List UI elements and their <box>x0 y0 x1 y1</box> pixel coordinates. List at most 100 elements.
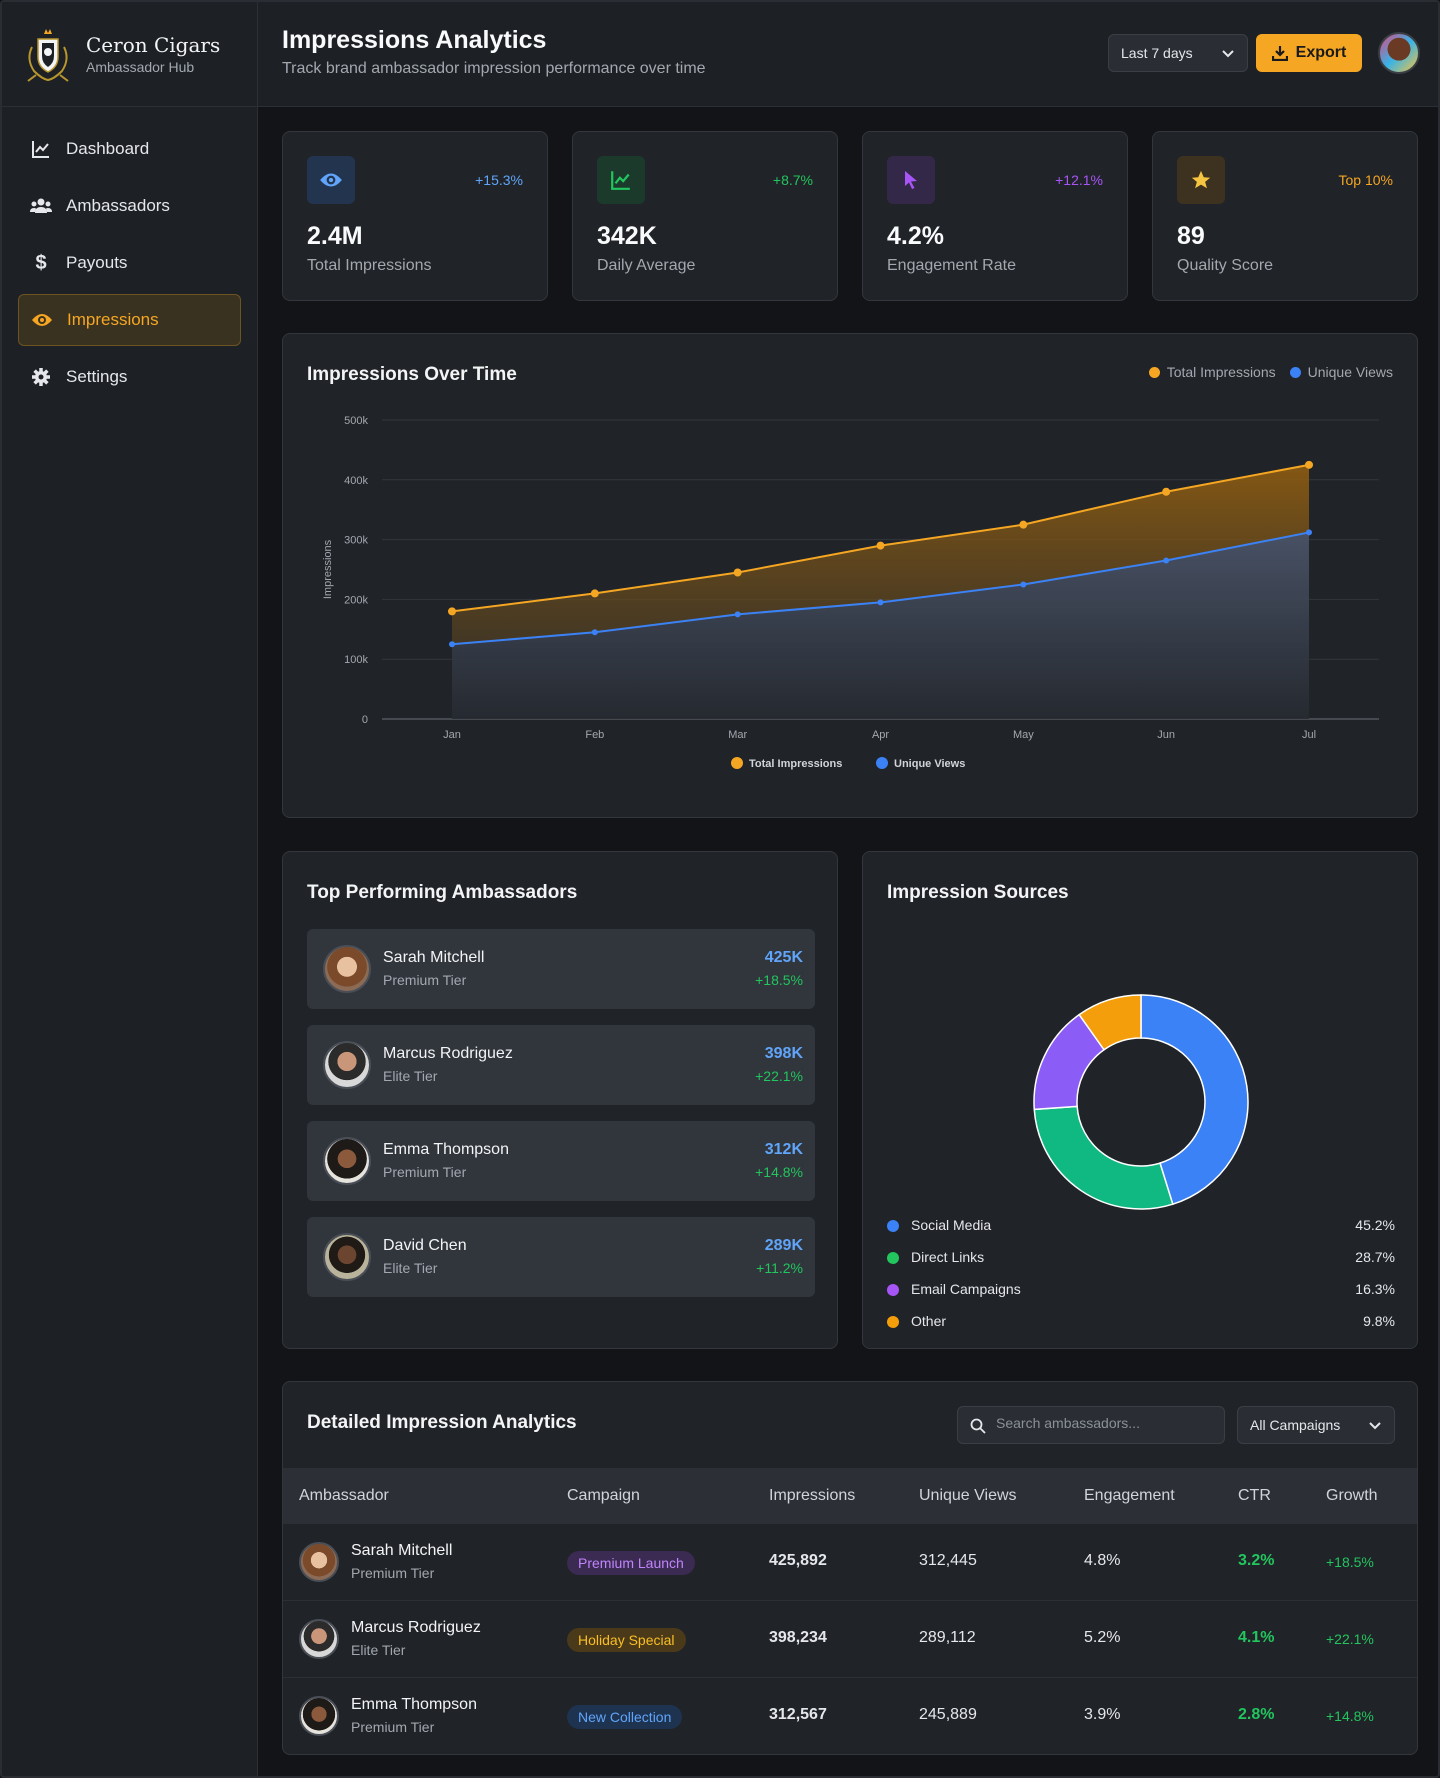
legend-dot <box>887 1284 899 1296</box>
ambassador-tier: Elite Tier <box>383 1068 438 1084</box>
list-item[interactable]: David Chen Elite Tier 289K +11.2% <box>307 1217 815 1297</box>
ctr-cell: 2.8% <box>1238 1706 1275 1723</box>
sidebar-item-label: Ambassadors <box>66 196 170 215</box>
point-unique-views <box>1020 581 1027 588</box>
campaign-badge: New Collection <box>567 1705 683 1729</box>
column-header[interactable]: Impressions <box>769 1487 856 1504</box>
point-total-impressions <box>590 589 599 598</box>
detailed-analytics-card: Detailed Impression Analytics All Campai… <box>282 1381 1418 1755</box>
chart-legend-top: Total Impressions Unique Views <box>1148 364 1393 380</box>
table-row[interactable]: Sarah Mitchell Premium Tier Premium Laun… <box>283 1524 1417 1601</box>
list-item[interactable]: Sarah Mitchell Premium Tier 425K +18.5% <box>307 929 815 1009</box>
stat-label: Engagement Rate <box>887 257 1016 274</box>
users-icon <box>30 195 52 217</box>
ambassador-tier: Premium Tier <box>351 1719 435 1735</box>
column-header[interactable]: Unique Views <box>919 1487 1017 1504</box>
engagement-cell: 4.8% <box>1084 1552 1121 1569</box>
area-unique-views <box>452 532 1309 719</box>
search-input[interactable] <box>996 1415 1216 1431</box>
sidebar-item-impressions[interactable]: Impressions <box>18 294 241 346</box>
point-unique-views <box>877 599 884 606</box>
column-header[interactable]: Engagement <box>1084 1487 1175 1504</box>
sidebar-item-ambassadors[interactable]: Ambassadors <box>18 180 241 232</box>
source-percent: 45.2% <box>1355 1217 1395 1233</box>
y-tick-label: 500k <box>344 415 368 427</box>
x-tick-label: Feb <box>585 729 604 741</box>
source-label: Social Media <box>911 1217 992 1233</box>
ambassador-name: David Chen <box>383 1237 467 1254</box>
legend-dot <box>887 1220 899 1232</box>
table-row[interactable]: Marcus Rodriguez Elite Tier Holiday Spec… <box>283 1601 1417 1678</box>
ambassador-tier: Elite Tier <box>383 1260 438 1276</box>
legend-dot <box>876 757 888 769</box>
impressions-chart-card: Impressions Over Time Total Impressions … <box>282 333 1418 818</box>
column-header[interactable]: CTR <box>1238 1487 1271 1504</box>
sidebar-item-label: Impressions <box>67 310 159 329</box>
growth-cell: +18.5% <box>1326 1554 1374 1570</box>
growth-cell: +22.1% <box>1326 1631 1374 1647</box>
ambassador-name: Sarah Mitchell <box>383 949 485 966</box>
dollar-icon: $ <box>35 251 47 274</box>
column-header[interactable]: Ambassador <box>299 1487 389 1504</box>
avatar <box>323 1137 371 1185</box>
point-unique-views <box>449 641 455 648</box>
legend-item-unique[interactable]: Unique Views <box>1289 364 1393 380</box>
export-button[interactable]: Export <box>1256 34 1362 72</box>
date-range-select[interactable]: Last 7 days <box>1108 34 1248 72</box>
engagement-cell: 5.2% <box>1084 1629 1121 1646</box>
y-tick-label: 200k <box>344 594 368 606</box>
campaign-filter-select[interactable]: All Campaigns <box>1237 1406 1395 1444</box>
ambassador-tier: Premium Tier <box>351 1565 435 1581</box>
legend-item-social-media: Social Media 45.2% <box>887 1216 1395 1236</box>
card-title: Impression Sources <box>887 882 1069 903</box>
list-item[interactable]: Emma Thompson Premium Tier 312K +14.8% <box>307 1121 815 1201</box>
point-total-impressions <box>448 607 456 616</box>
card-title: Top Performing Ambassadors <box>307 882 578 903</box>
stat-card-engagement-rate: +12.1% 4.2% Engagement Rate <box>862 131 1128 301</box>
ambassador-name: Sarah Mitchell <box>351 1542 453 1559</box>
legend-label: Total Impressions <box>749 758 842 770</box>
cursor-icon <box>887 156 935 204</box>
stat-delta: Top 10% <box>1338 172 1393 188</box>
donut-slice-other <box>1078 994 1142 1051</box>
legend-label: Unique Views <box>894 758 965 770</box>
table-title: Detailed Impression Analytics <box>307 1412 577 1433</box>
point-total-impressions <box>1162 487 1171 496</box>
donut-slice-direct-links <box>1033 1105 1174 1210</box>
y-tick-label: 300k <box>344 535 368 547</box>
avatar <box>323 1041 371 1089</box>
engagement-cell: 3.9% <box>1084 1706 1121 1723</box>
point-unique-views <box>734 611 741 618</box>
sidebar-nav: Dashboard Ambassadors $ Payouts Impressi… <box>2 107 257 424</box>
top-ambassadors-card: Top Performing Ambassadors Sarah Mitchel… <box>282 851 838 1349</box>
ambassador-impressions: 289K <box>764 1237 803 1254</box>
y-tick-label: 400k <box>344 475 368 487</box>
ambassador-impressions: 425K <box>764 949 803 966</box>
x-tick-label: Jul <box>1302 729 1316 741</box>
list-item[interactable]: Marcus Rodriguez Elite Tier 398K +22.1% <box>307 1025 815 1105</box>
page-subtitle: Track brand ambassador impression perfor… <box>282 60 706 77</box>
impressions-cell: 398,234 <box>769 1629 827 1646</box>
source-label: Other <box>911 1313 947 1329</box>
legend-item-total[interactable]: Total Impressions <box>1148 364 1276 380</box>
table-row[interactable]: Emma Thompson Premium Tier New Collectio… <box>283 1678 1417 1754</box>
brand-name: Ceron Cigars <box>86 33 221 57</box>
legend-item-email-campaigns: Email Campaigns 16.3% <box>887 1280 1395 1300</box>
sidebar-item-payouts[interactable]: $ Payouts <box>18 237 241 289</box>
sidebar-item-dashboard[interactable]: Dashboard <box>18 123 241 175</box>
unique-views-cell: 289,112 <box>919 1629 976 1646</box>
user-avatar[interactable] <box>1378 32 1420 74</box>
sidebar-item-settings[interactable]: Settings <box>18 351 241 403</box>
x-tick-label: May <box>1013 729 1034 741</box>
avatar <box>299 1696 339 1736</box>
ambassador-name: Marcus Rodriguez <box>351 1619 481 1636</box>
point-total-impressions <box>733 568 742 577</box>
legend-dot <box>887 1252 899 1264</box>
brand[interactable]: Ceron Cigars Ambassador Hub <box>2 2 257 107</box>
stat-label: Daily Average <box>597 257 696 274</box>
column-header[interactable]: Growth <box>1326 1487 1378 1504</box>
column-header[interactable]: Campaign <box>567 1487 640 1504</box>
ambassador-tier: Elite Tier <box>351 1642 406 1658</box>
ambassador-tier: Premium Tier <box>383 972 467 988</box>
legend-dot <box>887 1316 899 1328</box>
